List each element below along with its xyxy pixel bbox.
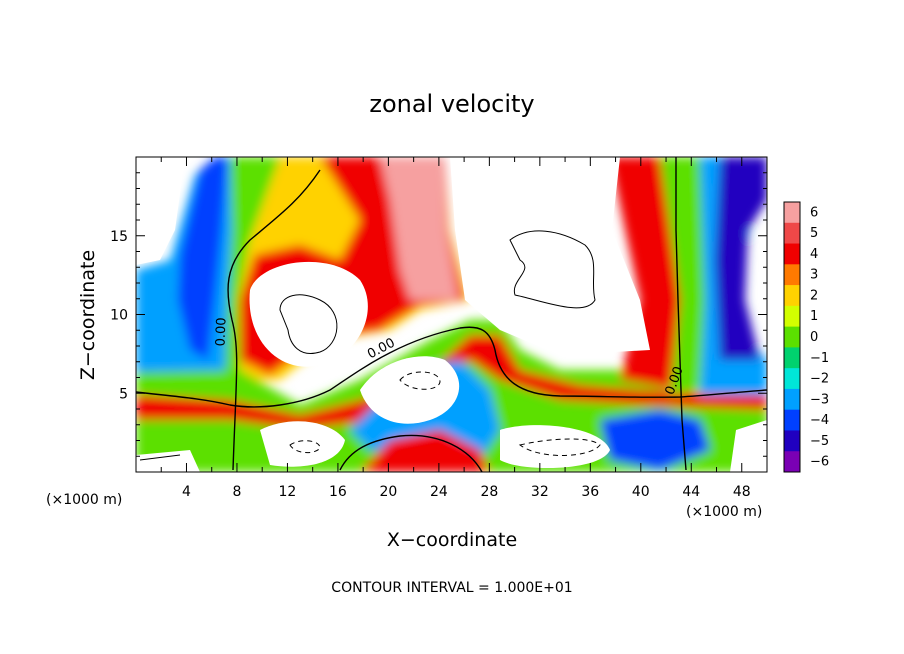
field-lower-red (136, 335, 767, 430)
x-axis: 4 8 12 16 20 24 28 32 36 40 44 48 (160, 157, 751, 500)
colorbar-label: 0 (810, 330, 818, 345)
colorbar-label: 5 (810, 226, 818, 241)
contour-bottom-left (139, 454, 181, 461)
colorbar-label: −2 (810, 372, 829, 387)
colorbar-swatch (784, 285, 800, 307)
field-blank-upper-right (450, 157, 650, 355)
colorbar-swatch (784, 264, 800, 286)
field-blank-lower-mid (500, 425, 610, 469)
colorbar-swatch (784, 409, 800, 431)
contour-label-left: 0.00 (214, 317, 230, 346)
colorbar-label: −1 (810, 351, 829, 366)
field-blank-lower-center (360, 356, 460, 424)
field-strong-negative-left (178, 157, 228, 360)
contour-negative-left (289, 440, 321, 453)
contour-right-eddy (509, 230, 596, 309)
x-tick-label: 8 (232, 484, 241, 500)
contour-interval-note: CONTOUR INTERVAL = 1.000E+01 (331, 580, 572, 596)
field-blank-bottom-left (136, 450, 200, 472)
colorbar-swatch (784, 368, 800, 390)
colorbar-swatch (784, 202, 800, 224)
field-blank-left-eddy (249, 261, 368, 367)
contour-negative-right (518, 438, 601, 456)
x-tick-label: 48 (733, 484, 751, 500)
x-tick-label: 36 (581, 484, 599, 500)
other-contours (139, 230, 601, 461)
colorbar-label: 2 (810, 288, 818, 303)
colorbar-swatch (784, 430, 800, 452)
zero-contour-right (675, 157, 687, 471)
colorbar-swatch (784, 347, 800, 369)
colorbar-label: 3 (810, 268, 818, 283)
field-pink-upper (380, 157, 458, 300)
colorbar-swatch (784, 305, 800, 328)
colorbar-label: 6 (810, 205, 818, 220)
x-unit-label-right: (×1000 m) (686, 504, 762, 520)
y-tick-label: 5 (119, 386, 128, 402)
colorbar-swatch (784, 243, 800, 265)
y-tick-label: 10 (110, 308, 128, 324)
colorbar-swatch (784, 222, 800, 245)
x-tick-label: 12 (279, 484, 297, 500)
y-axis-label: Z−coordinate (77, 250, 99, 380)
colorbar-label: −6 (810, 455, 829, 470)
zero-contour-lower-lobe (339, 434, 483, 472)
colorbar-frame (783, 201, 801, 473)
zero-contour-upper (136, 326, 767, 408)
x-tick-label: 40 (632, 484, 650, 500)
velocity-field: 0.00 0.00 0.00 (136, 157, 767, 472)
x-tick-label: 44 (682, 484, 700, 500)
x-tick-label: 24 (430, 484, 448, 500)
field-right-green (660, 157, 705, 395)
y-axis: 5 10 15 (110, 172, 767, 457)
chart-title: zonal velocity (369, 90, 534, 118)
y-tick-label: 15 (110, 229, 128, 245)
colorbar-swatch (784, 451, 800, 473)
field-blank-upper-left (136, 157, 185, 265)
colorbar-label: 1 (810, 309, 818, 324)
x-axis-label: X−coordinate (387, 529, 517, 551)
colorbar: 6 5 4 3 2 1 0 −1 −2 −3 −4 −5 −6 (783, 201, 829, 473)
x-tick-label: 16 (329, 484, 347, 500)
x-tick-label: 4 (182, 484, 191, 500)
contour-negative-center (399, 371, 441, 390)
field-right-darkblue (715, 157, 767, 360)
field-blank-lower-left (260, 421, 345, 467)
x-unit-label-left: (×1000 m) (46, 492, 122, 508)
x-tick-label: 28 (480, 484, 498, 500)
colorbar-label: 4 (810, 247, 818, 262)
field-bottom-red (360, 430, 490, 472)
colorbar-label: −4 (810, 413, 829, 428)
x-tick-label: 32 (531, 484, 549, 500)
field-blank-lower-right (730, 420, 767, 472)
x-tick-label: 20 (379, 484, 397, 500)
zero-contours (136, 157, 767, 472)
contour-left-eddy (279, 294, 338, 354)
zero-contour-left (227, 169, 321, 471)
colorbar-label: −3 (810, 392, 829, 407)
colorbar-swatch (784, 388, 800, 411)
colorbar-swatch (784, 326, 800, 348)
colorbar-label: −5 (810, 434, 829, 449)
